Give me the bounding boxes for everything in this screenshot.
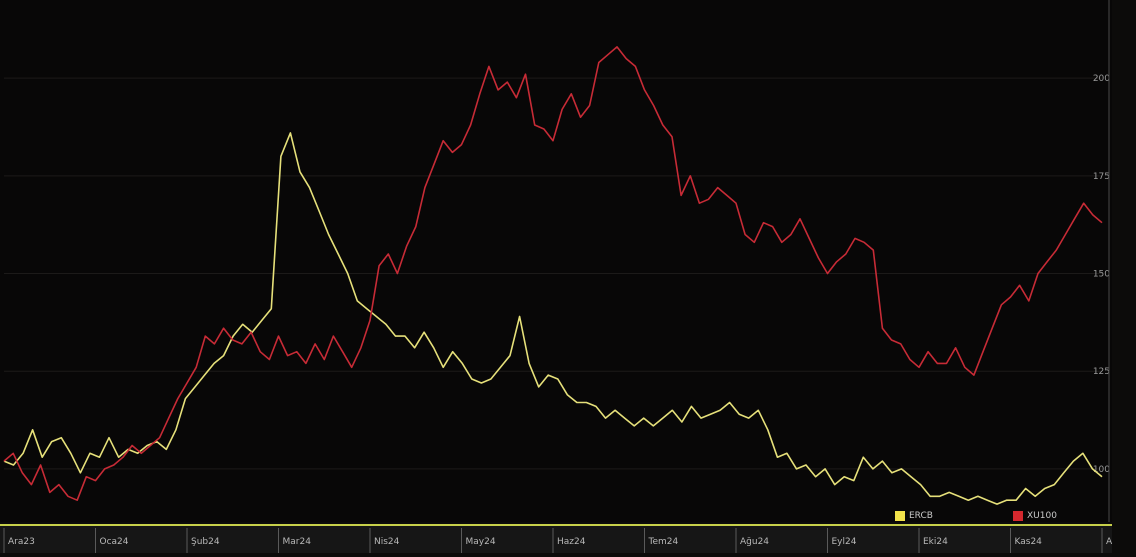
legend-item-xu100: XU100: [1013, 509, 1057, 523]
x-tick-label: Tem24: [648, 537, 679, 547]
x-tick-label: Oca24: [100, 537, 129, 547]
series-line-xu100: [3, 46, 1103, 502]
y-tick-label: 200: [1093, 74, 1110, 84]
x-axis-strip: Ara23 Oca24 Şub24 Mar24 Nis24 May24 Haz24 Tem24…: [0, 524, 1133, 553]
x-tick-label: Mar24: [283, 537, 312, 547]
legend-swatch-xu100: [1013, 511, 1023, 521]
x-tick-label: May24: [466, 537, 496, 547]
legend-label-ercb: ERCB: [909, 511, 933, 521]
x-tick-label: Eki24: [923, 537, 948, 547]
y-tick-label: 100: [1093, 465, 1110, 475]
x-tick-label: Ağu24: [740, 537, 769, 547]
legend-swatch-ercb: [895, 511, 905, 521]
x-tick-label: Eyl24: [832, 537, 857, 547]
y-tick-label: 150: [1093, 270, 1110, 280]
legend-item-ercb: ERCB: [895, 509, 933, 523]
x-tick-label: Ara24: [1106, 537, 1112, 547]
chart-area: 200 175 150 125 100: [3, 0, 1111, 522]
x-tick-label: Şub24: [191, 537, 220, 547]
x-tick-label: Nis24: [374, 537, 400, 547]
legend-label-xu100: XU100: [1027, 511, 1057, 521]
y-tick-label: 125: [1093, 367, 1110, 377]
x-tick-label: Ara23: [8, 537, 35, 547]
x-axis: Ara23 Oca24 Şub24 Mar24 Nis24 May24 Haz24 Tem24…: [3, 528, 1133, 553]
x-tick-label: Kas24: [1015, 537, 1043, 547]
series-line-ercb: [3, 132, 1103, 505]
y-tick-label: 175: [1093, 172, 1110, 182]
x-tick-label: Haz24: [557, 537, 586, 547]
line-chart: 200 175 150 125 100: [3, 0, 1110, 522]
